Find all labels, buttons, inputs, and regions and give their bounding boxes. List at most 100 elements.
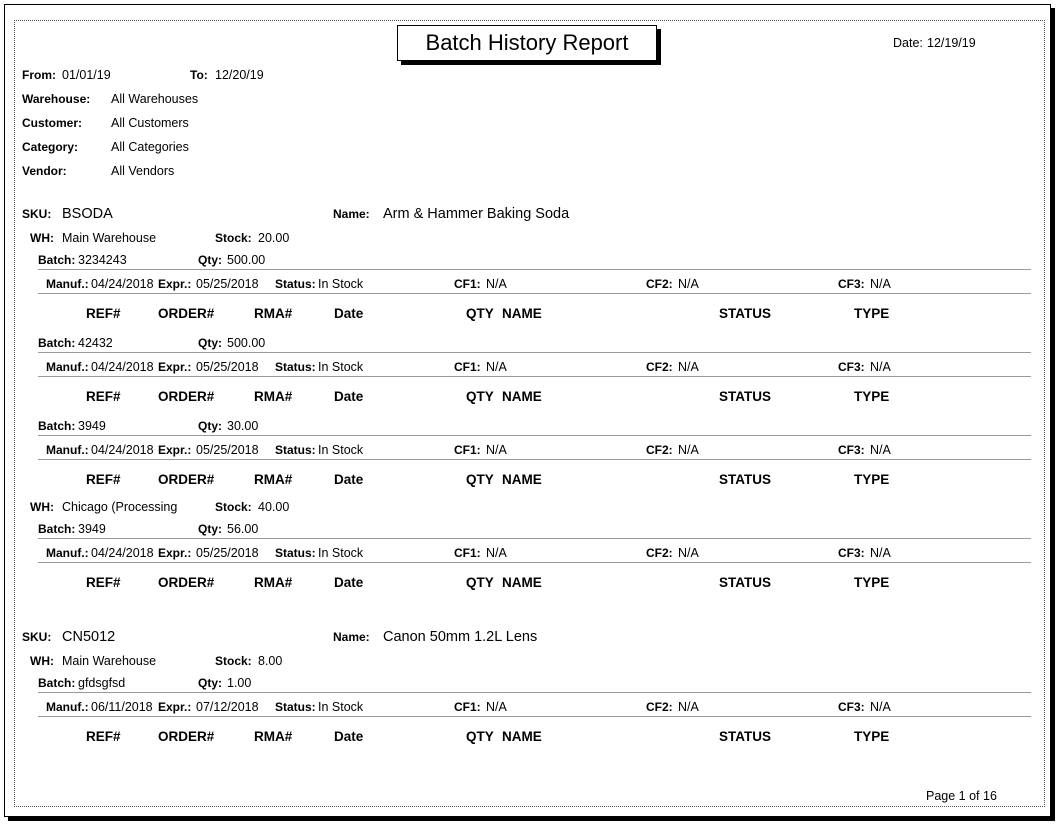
column-header: TYPE: [854, 472, 890, 487]
rule: [38, 376, 1031, 377]
name-label: Name:: [333, 207, 370, 221]
date-label: Date:: [893, 36, 923, 50]
wh-label: WH:: [30, 654, 54, 668]
rule: [38, 269, 1031, 270]
manuf-label: Manuf.:: [46, 700, 89, 714]
column-header: QTY: [466, 575, 494, 590]
stock-label: Stock:: [215, 654, 252, 668]
status-value: In Stock: [318, 443, 364, 457]
column-header: REF#: [86, 729, 121, 744]
wh-label: WH:: [30, 500, 54, 514]
column-header: STATUS: [719, 389, 771, 404]
status-value: In Stock: [318, 277, 364, 291]
expr-value: 05/25/2018: [196, 360, 259, 374]
column-header: RMA#: [254, 729, 293, 744]
cf3-value: N/A: [870, 546, 891, 560]
batch-label: Batch:: [38, 336, 76, 350]
qty-label: Qty:: [198, 676, 222, 690]
column-header: NAME: [502, 389, 542, 404]
sku-label: SKU:: [22, 207, 52, 221]
status-value: In Stock: [318, 700, 364, 714]
rule: [38, 459, 1031, 460]
cf1-label: CF1:: [454, 700, 481, 714]
manuf-value: 04/24/2018: [91, 360, 154, 374]
column-header: TYPE: [854, 575, 890, 590]
column-header: ORDER#: [158, 729, 215, 744]
status-label: Status:: [275, 360, 316, 374]
batch-label: Batch:: [38, 419, 76, 433]
wh-value: Chicago (Processing: [62, 500, 178, 514]
cf2-value: N/A: [678, 546, 699, 560]
status-label: Status:: [275, 546, 316, 560]
expr-label: Expr.:: [158, 443, 192, 457]
column-header: Date: [334, 306, 364, 321]
cf1-value: N/A: [486, 277, 507, 291]
wh-value: Main Warehouse: [62, 654, 157, 668]
batch-value: 3949: [78, 419, 106, 433]
qty-value: 1.00: [227, 676, 252, 690]
cf3-value: N/A: [870, 443, 891, 457]
column-header: STATUS: [719, 575, 771, 590]
qty-value: 500.00: [227, 253, 266, 267]
batch-label: Batch:: [38, 676, 76, 690]
manuf-value: 04/24/2018: [91, 546, 154, 560]
rule: [38, 435, 1031, 436]
filter-label: Customer:: [22, 116, 83, 130]
status-label: Status:: [275, 700, 316, 714]
wh-value: Main Warehouse: [62, 231, 157, 245]
status-label: Status:: [275, 277, 316, 291]
sku-label: SKU:: [22, 630, 52, 644]
cf2-value: N/A: [678, 360, 699, 374]
manuf-value: 06/11/2018: [91, 700, 153, 714]
name-value: Canon 50mm 1.2L Lens: [383, 629, 538, 645]
cf2-label: CF2:: [646, 546, 673, 560]
column-header: QTY: [466, 306, 494, 321]
cf2-label: CF2:: [646, 360, 673, 374]
expr-label: Expr.:: [158, 360, 192, 374]
qty-label: Qty:: [198, 419, 222, 433]
to-label: To:: [190, 68, 208, 82]
to-value: 12/20/19: [215, 68, 264, 82]
expr-label: Expr.:: [158, 277, 192, 291]
cf1-label: CF1:: [454, 277, 481, 291]
expr-label: Expr.:: [158, 546, 192, 560]
column-header: TYPE: [854, 729, 890, 744]
qty-value: 500.00: [227, 336, 266, 350]
expr-value: 05/25/2018: [196, 277, 259, 291]
qty-value: 30.00: [227, 419, 259, 433]
column-header: RMA#: [254, 389, 293, 404]
cf3-value: N/A: [870, 360, 891, 374]
batch-label: Batch:: [38, 253, 76, 267]
report-sheet: [4, 4, 1051, 817]
cf3-value: N/A: [870, 700, 891, 714]
column-header: RMA#: [254, 575, 293, 590]
name-value: Arm & Hammer Baking Soda: [383, 206, 570, 222]
manuf-label: Manuf.:: [46, 443, 89, 457]
rule: [38, 352, 1031, 353]
manuf-label: Manuf.:: [46, 277, 89, 291]
cf3-label: CF3:: [838, 360, 865, 374]
manuf-label: Manuf.:: [46, 546, 89, 560]
filter-value: All Customers: [111, 116, 189, 130]
rule: [38, 562, 1031, 563]
expr-value: 05/25/2018: [196, 443, 259, 457]
wh-label: WH:: [30, 231, 54, 245]
filter-label: Warehouse:: [22, 92, 91, 106]
column-header: QTY: [466, 729, 494, 744]
cf3-value: N/A: [870, 277, 891, 291]
filter-value: All Warehouses: [111, 92, 199, 106]
batch-value: 3949: [78, 522, 106, 536]
expr-value: 05/25/2018: [196, 546, 259, 560]
from-label: From:: [22, 68, 56, 82]
batch-value: gfdsgfsd: [78, 676, 126, 690]
cf3-label: CF3:: [838, 277, 865, 291]
report-border: [14, 20, 1045, 807]
manuf-value: 04/24/2018: [91, 443, 154, 457]
manuf-value: 04/24/2018: [91, 277, 154, 291]
column-header: QTY: [466, 472, 494, 487]
filter-label: Vendor:: [22, 164, 67, 178]
cf3-label: CF3:: [838, 546, 865, 560]
column-header: REF#: [86, 472, 121, 487]
column-header: RMA#: [254, 472, 293, 487]
column-header: NAME: [502, 729, 542, 744]
